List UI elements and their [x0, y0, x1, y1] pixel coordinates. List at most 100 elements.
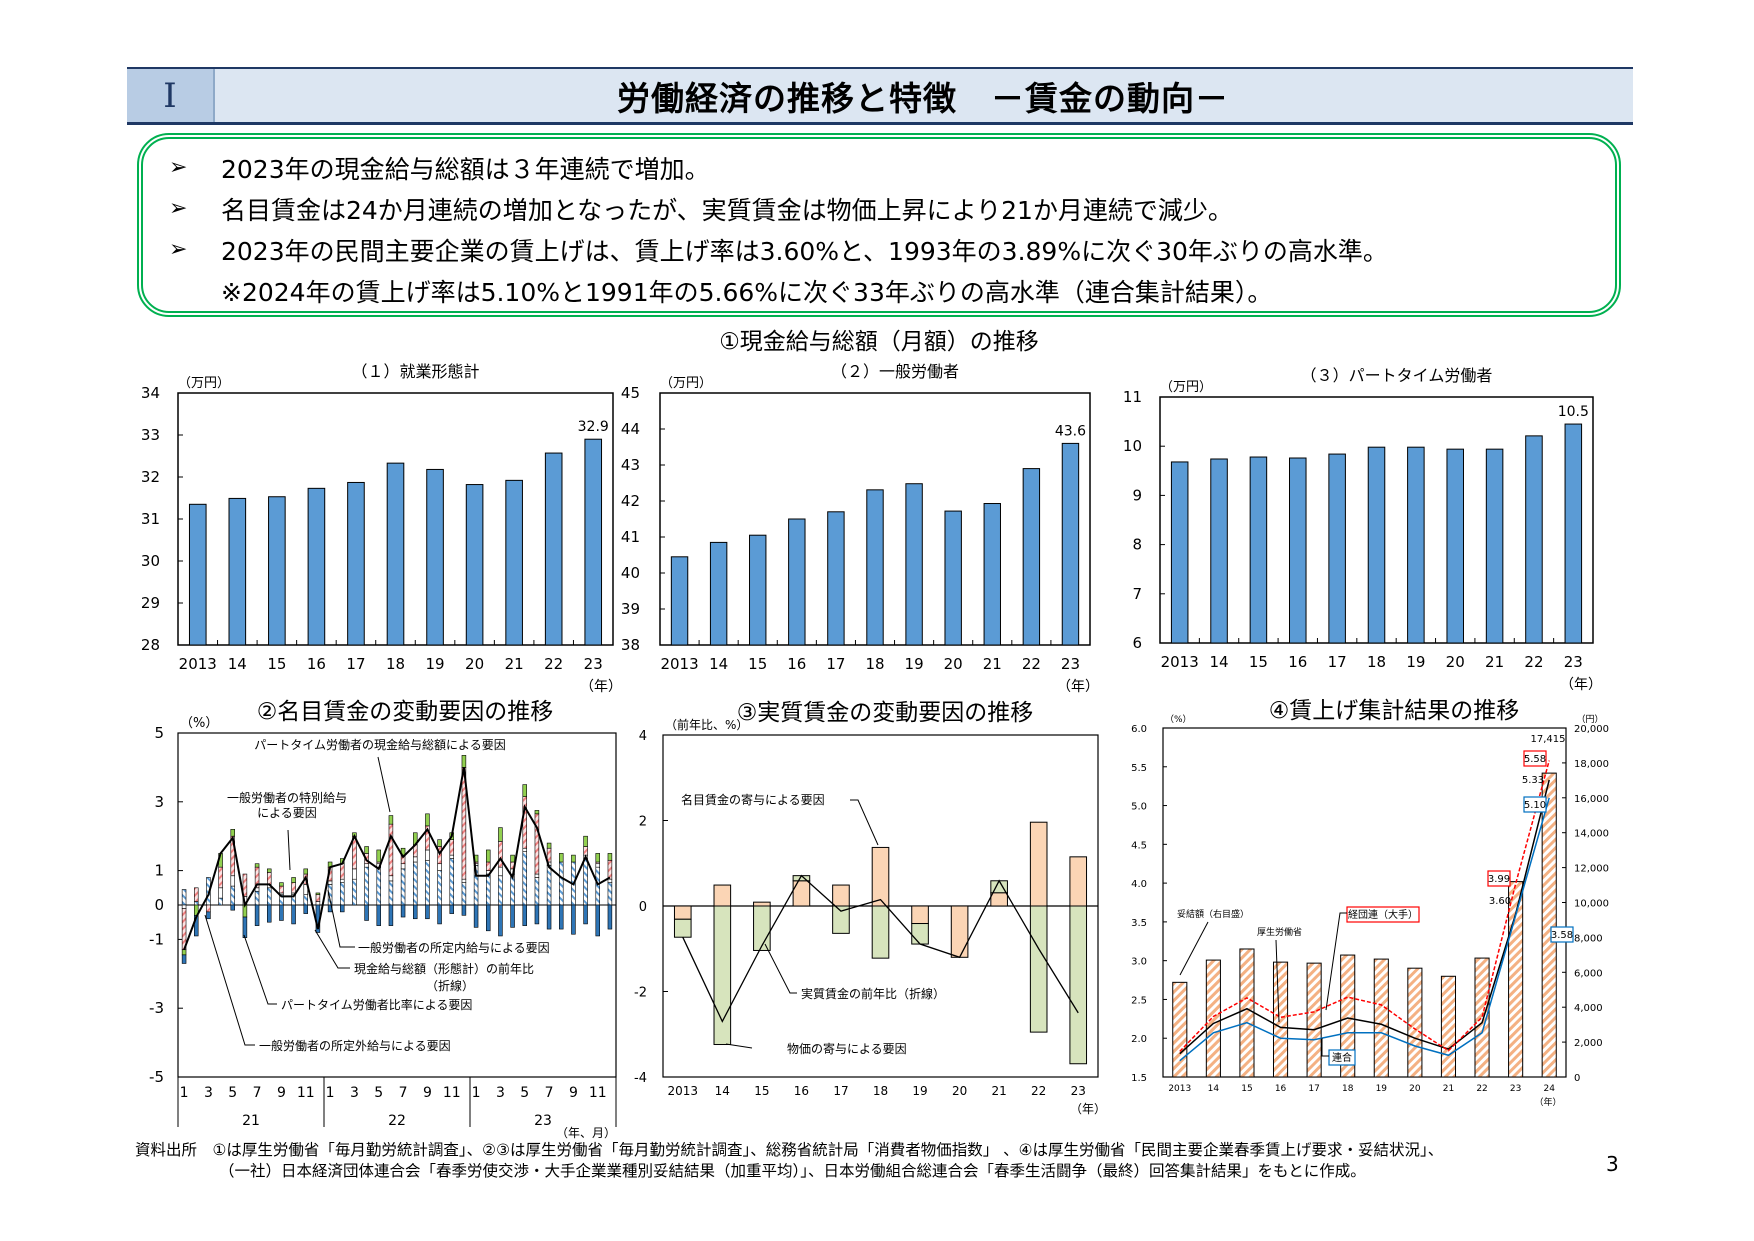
- stacked-bar-segment: [230, 885, 235, 906]
- leader-line: [1321, 1038, 1329, 1057]
- stacked-bar-segment: [340, 882, 345, 906]
- bar: [1367, 446, 1386, 644]
- y-tick-label: -5: [149, 1068, 164, 1086]
- stacked-bar-segment: [546, 842, 552, 849]
- stacked-bar-segment: [279, 882, 284, 887]
- stacked-bar-segment: [595, 853, 600, 863]
- stacked-bar-segment: [486, 849, 491, 863]
- x-tick-label: 23: [1510, 1084, 1521, 1094]
- data-label-mhlw-2024: 5.33: [1522, 775, 1544, 786]
- leader-line: [1179, 921, 1209, 976]
- stacked-bar-segment: [1029, 821, 1048, 907]
- stacked-bar-segment: [364, 866, 369, 906]
- x-tick-label: 14: [709, 655, 728, 673]
- bar: [709, 541, 728, 646]
- stacked-bar-segment: [522, 847, 527, 852]
- page-header: Ⅰ 労働経済の推移と特徴 －賃金の動向－: [127, 67, 1633, 125]
- stacked-bar-segment: [400, 868, 406, 906]
- x-tick-label: 23: [1564, 653, 1583, 671]
- source-label: 資料出所: [135, 1141, 198, 1159]
- x-tick-label: 18: [873, 1084, 888, 1098]
- x-tick-label: 19: [905, 655, 924, 673]
- y-tick-label: 43: [621, 456, 640, 474]
- stacked-bar-segment: [510, 854, 515, 863]
- y-tick-label: 45: [621, 384, 640, 402]
- x-tick-label: 22: [1022, 655, 1041, 673]
- y2-tick-label: 4,000: [1574, 1003, 1603, 1014]
- data-label-rengo-2023-box: [1550, 926, 1574, 943]
- bar-settlement-amount: [1272, 961, 1289, 1078]
- stacked-bar-segment: [376, 849, 381, 863]
- y-tick-label: 28: [141, 636, 160, 654]
- stacked-bar-segment: [713, 884, 732, 907]
- bar: [426, 468, 444, 646]
- stacked-bar-segment: [327, 880, 333, 885]
- stacked-bar-segment: [267, 868, 272, 873]
- month-label: 3: [496, 1085, 505, 1101]
- stacked-bar-segment: [303, 904, 308, 914]
- y-unit-label: （万円）: [1160, 380, 1212, 395]
- y-tick-label: 39: [621, 600, 640, 618]
- x-tick-label: 21: [991, 1084, 1006, 1098]
- stacked-bar-segment: [595, 866, 600, 906]
- stacked-bar-segment: [218, 887, 223, 899]
- y2-tick-label: 18,000: [1574, 759, 1609, 770]
- x-tick-label: 19: [425, 655, 444, 673]
- bar: [347, 481, 365, 646]
- stacked-bar-segment: [449, 854, 454, 859]
- stacked-bar-segment: [607, 882, 613, 906]
- stacked-bar-segment: [534, 810, 540, 815]
- x-unit-label: （年）: [1560, 677, 1602, 693]
- x-tick-label: 21: [983, 655, 1002, 673]
- x-unit-label: （年）: [1534, 1096, 1561, 1108]
- stacked-bar-segment: [413, 856, 418, 863]
- y-tick-label: 4.0: [1131, 879, 1147, 890]
- bar: [983, 503, 1001, 646]
- y-tick-label: 29: [141, 594, 160, 612]
- data-label-keidanren-2023-box: [1487, 870, 1511, 887]
- stacked-bar-segment: [315, 901, 321, 906]
- y-tick-label: -2: [634, 986, 647, 1001]
- bar: [1446, 448, 1464, 644]
- stacked-bar-segment: [364, 863, 369, 868]
- stacked-bar-segment: [1069, 905, 1088, 1065]
- stacked-bar-segment: [425, 859, 430, 906]
- y2-tick-label: 12,000: [1574, 864, 1609, 875]
- y-unit-label: （万円）: [178, 376, 230, 391]
- data-label-bar-2024: 17,415: [1531, 734, 1566, 745]
- stacked-bar-segment: [279, 885, 284, 894]
- stacked-bar-segment: [832, 884, 850, 907]
- stacked-bar-segment: [340, 878, 345, 883]
- stacked-bar-segment: [607, 904, 613, 930]
- annotation-yoy-line: 現金給与総額（形態計）の前年比: [354, 961, 534, 976]
- stacked-bar-segment: [486, 904, 491, 932]
- stacked-bar-segment: [583, 858, 588, 906]
- stacked-bar-segment: [571, 854, 576, 863]
- stacked-bar-segment: [713, 905, 732, 1046]
- x-tick-label: 21: [1485, 653, 1504, 671]
- y-tick-label: 31: [141, 510, 160, 528]
- stacked-bar-segment: [291, 882, 296, 894]
- data-label-keidanren-2024-box: [1523, 750, 1547, 767]
- bar: [1564, 423, 1583, 644]
- stacked-bar-segment: [413, 861, 418, 906]
- bar: [544, 452, 563, 646]
- stacked-bar-segment: [546, 865, 552, 906]
- summary-text: 2023年の民間主要企業の賃上げは、賃上げ率は3.60%と、1993年の3.89…: [221, 236, 1388, 266]
- y-tick-label: -3: [149, 999, 164, 1017]
- stacked-bar-segment: [206, 911, 211, 920]
- x-tick-label: 2013: [1168, 1084, 1191, 1094]
- y-unit-label: （前年比、%）: [665, 717, 748, 732]
- month-label: 3: [350, 1085, 359, 1101]
- x-tick-label: 19: [912, 1084, 927, 1098]
- y-tick-label: 11: [1123, 388, 1142, 406]
- x-unit-label: （年、月）: [556, 1126, 616, 1140]
- stacked-bar-segment: [522, 784, 527, 797]
- stacked-bar-segment: [194, 901, 199, 906]
- y-unit-label: （万円）: [660, 376, 712, 391]
- y2-tick-label: 20,000: [1574, 724, 1609, 735]
- bar: [749, 534, 767, 646]
- stacked-bar-segment: [267, 872, 272, 885]
- y2-tick-label: 8,000: [1574, 933, 1603, 944]
- x-tick-label: 22: [1031, 1084, 1046, 1098]
